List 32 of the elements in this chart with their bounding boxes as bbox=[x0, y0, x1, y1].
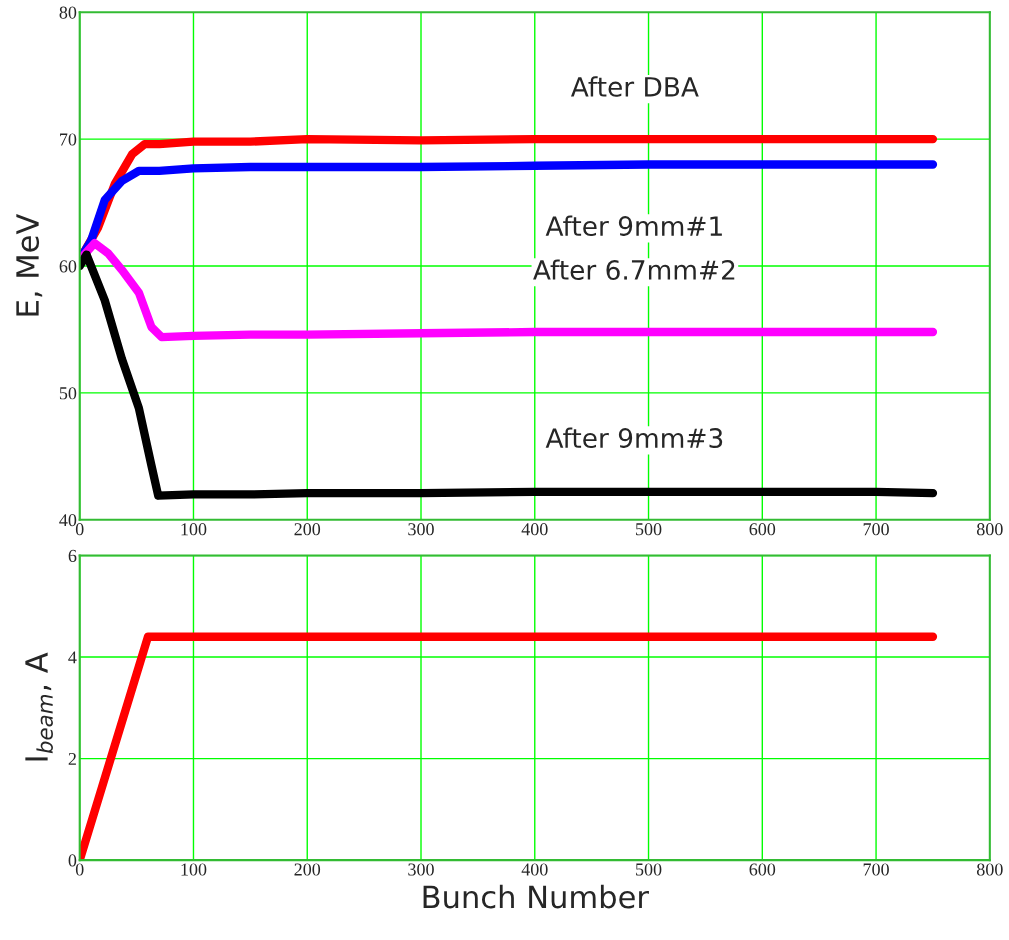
series-label: After 9mm#1 bbox=[545, 215, 722, 237]
x-tick-label: 200 bbox=[294, 523, 321, 536]
y-tick-label: 70 bbox=[60, 133, 77, 146]
x-tick-label: 400 bbox=[521, 863, 548, 876]
y-tick-label: 40 bbox=[59, 514, 77, 527]
x-tick-label: 700 bbox=[863, 523, 889, 536]
series-label: After 6.7mm#2 bbox=[533, 259, 735, 280]
x-tick-label: 600 bbox=[749, 523, 776, 536]
x-tick-label: 100 bbox=[181, 523, 207, 536]
y-tick-label: 50 bbox=[59, 387, 77, 400]
x-tick-label: 800 bbox=[976, 863, 1003, 876]
x-tick-label: 200 bbox=[294, 863, 321, 876]
x-axis-title: Bunch Number bbox=[423, 884, 649, 909]
y-tick-label: 2 bbox=[68, 752, 76, 765]
series-label: After 9mm#3 bbox=[545, 427, 723, 449]
y-tick-label: 60 bbox=[59, 260, 77, 273]
x-tick-label: 300 bbox=[408, 523, 434, 536]
x-tick-label: 700 bbox=[863, 863, 889, 876]
x-tick-label: 300 bbox=[408, 863, 434, 876]
y-tick-label: 6 bbox=[68, 549, 77, 562]
y-tick-label: 0 bbox=[68, 854, 77, 867]
y-tick-label: 4 bbox=[68, 651, 77, 664]
x-tick-label: 500 bbox=[636, 863, 662, 876]
y-axis-title: I$_{beam}$, A bbox=[25, 652, 53, 761]
x-tick-label: 800 bbox=[976, 523, 1003, 536]
x-tick-label: 600 bbox=[749, 863, 776, 876]
x-tick-label: 400 bbox=[521, 523, 548, 536]
series-label: After DBA bbox=[570, 76, 699, 97]
y-axis-title: E, MeV bbox=[16, 213, 43, 316]
y-tick-label: 80 bbox=[59, 6, 77, 19]
x-tick-label: 500 bbox=[636, 523, 662, 536]
x-tick-label: 100 bbox=[181, 863, 207, 876]
